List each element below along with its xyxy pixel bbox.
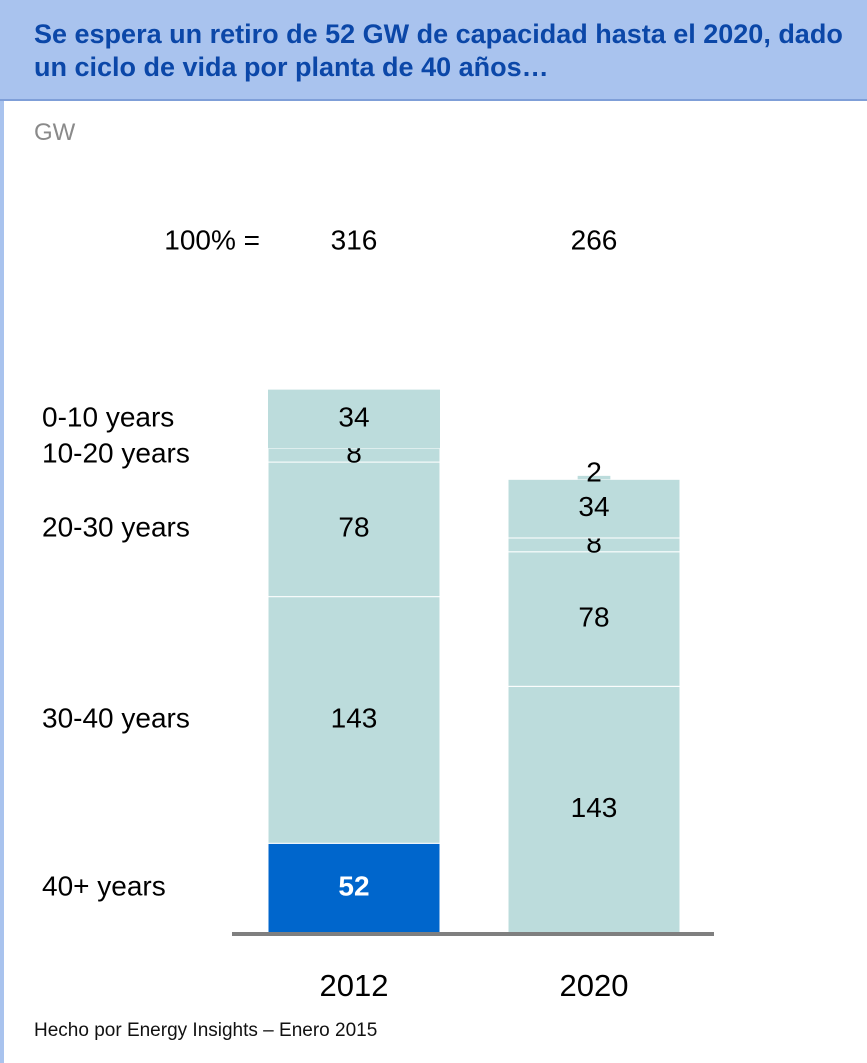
data-label-2012-20-30-years: 78 (338, 512, 369, 543)
data-label-2020-top: 2 (586, 456, 602, 487)
bar-segment-2012-0-10-years (268, 389, 440, 449)
total-label-2020: 266 (571, 224, 618, 255)
left-accent-rule (0, 0, 4, 1063)
x-tick-label-2020: 2020 (560, 968, 629, 1003)
data-label-2012-30-40-years: 143 (331, 702, 378, 733)
data-label-2020-30-40-years: 143 (571, 792, 618, 823)
row-label-20-30-years: 20-30 years (42, 512, 190, 543)
row-label-10-20-years: 10-20 years (42, 438, 190, 469)
footnote: Hecho por Energy Insights – Enero 2015 (34, 1020, 378, 1041)
total-label-2012: 316 (331, 224, 378, 255)
bar-segment-2012-30-40-years (267, 596, 441, 844)
data-label-2020-20-30-years: 78 (578, 601, 609, 632)
bar-segment-2020-30-40-years (507, 685, 681, 934)
title-banner: Se espera un retiro de 52 GW de capacida… (0, 0, 867, 101)
data-label-2020-0-10-years: 34 (578, 491, 609, 522)
row-label-0-10-years: 0-10 years (42, 401, 174, 432)
bar-segment-2012-40-years (267, 842, 441, 934)
row-label-30-40-years: 30-40 years (42, 702, 190, 733)
chart-title: Se espera un retiro de 52 GW de capacida… (34, 19, 843, 82)
x-tick-label-2012: 2012 (320, 968, 389, 1003)
bar-segment-2012-20-30-years (267, 461, 441, 598)
data-label-2012-0-10-years: 34 (338, 401, 369, 432)
bar-segment-2020-top (577, 475, 611, 480)
bar-segment-2020-20-30-years (507, 551, 681, 687)
total-row-label: 100% = (164, 224, 260, 255)
data-label-2012-40-years: 52 (338, 871, 369, 902)
unit-label: GW (34, 119, 76, 146)
row-label-40-years: 40+ years (42, 871, 166, 902)
